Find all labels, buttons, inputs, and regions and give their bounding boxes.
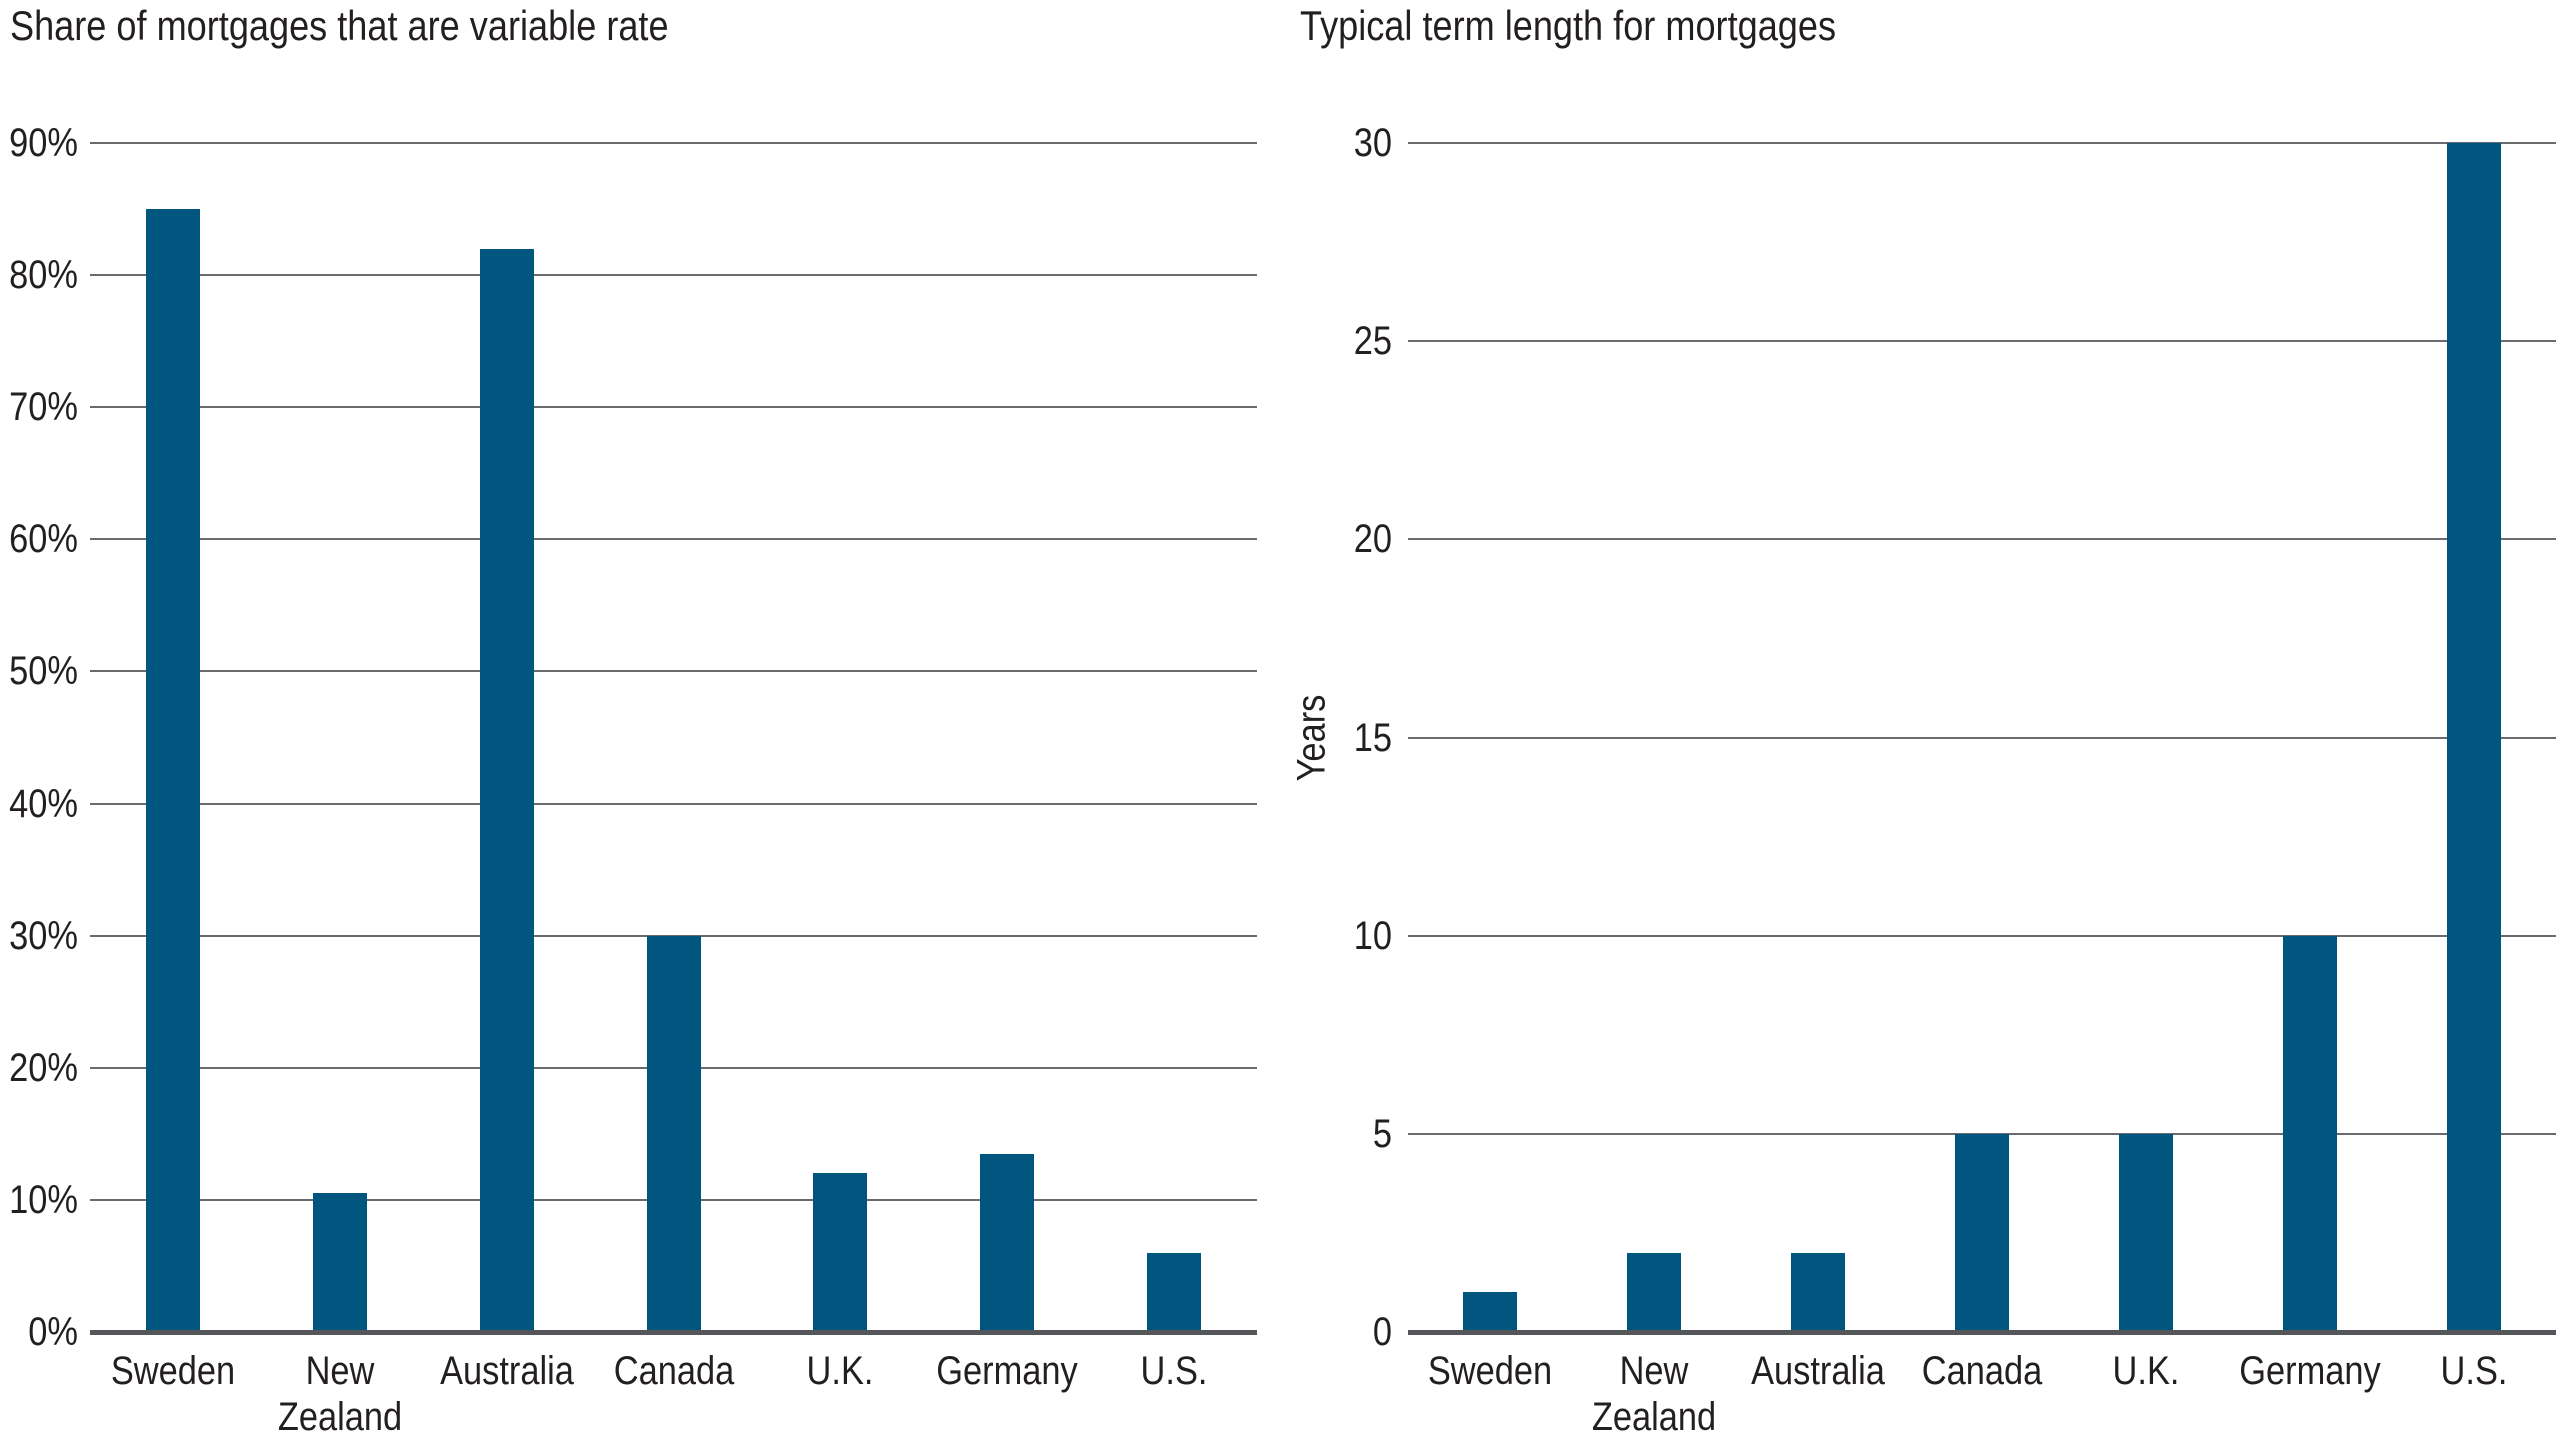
bar-new-zealand [1627, 1252, 1681, 1332]
gridline [90, 406, 1257, 409]
bar-canada [646, 935, 701, 1332]
y-tick-label: 60% [9, 517, 78, 562]
x-category-label: Germany [912, 1348, 1101, 1394]
x-category-line: New [305, 1349, 375, 1393]
x-category-label: New Zealand [245, 1348, 434, 1440]
x-category-line: Germany [936, 1349, 1078, 1393]
y-tick-label: 40% [9, 781, 78, 826]
x-category-line: Canada [1921, 1349, 2043, 1393]
x-category-line: Australia [439, 1349, 574, 1393]
chart-title: Typical term length for mortgages [1300, 2, 1837, 49]
x-category-line: Canada [613, 1349, 734, 1393]
y-tick-label: 20 [1353, 517, 1392, 562]
bar-australia [1791, 1252, 1845, 1332]
x-category-label: U.K. [2051, 1348, 2240, 1394]
y-tick-label: 25 [1353, 319, 1392, 364]
bar-u-k [2119, 1133, 2173, 1332]
bar-canada [1955, 1133, 2009, 1332]
x-category-line: U.S. [1140, 1349, 1208, 1393]
gridline [1408, 934, 2556, 937]
x-category-label: U.K. [746, 1348, 935, 1394]
x-category-label: Germany [2215, 1348, 2404, 1394]
bar-germany [979, 1153, 1034, 1332]
y-tick-label: 10% [9, 1177, 78, 1222]
bar-australia [479, 248, 534, 1332]
y-tick-label: 90% [9, 121, 78, 165]
x-category-label: Australia [412, 1348, 601, 1394]
y-tick-label: 20% [9, 1045, 78, 1090]
gridline [90, 142, 1257, 144]
x-category-line: Zealand [1591, 1395, 1717, 1439]
bar-u-s [2447, 143, 2501, 1332]
x-category-line: U.K. [2112, 1349, 2180, 1393]
x-axis-baseline [1408, 1330, 2556, 1335]
y-tick-label: 0% [28, 1310, 78, 1354]
x-category-line: New [1619, 1349, 1689, 1393]
gridline [90, 670, 1257, 673]
x-category-line: U.K. [806, 1349, 874, 1393]
bar-u-s [1146, 1252, 1201, 1332]
x-category-label: Sweden [79, 1348, 268, 1394]
bar-u-k [813, 1173, 868, 1332]
x-category-label: New Zealand [1559, 1348, 1748, 1440]
gridline [1408, 340, 2556, 343]
gridline [1408, 538, 2556, 541]
y-tick-label: 80% [9, 253, 78, 298]
x-category-line: Germany [2239, 1349, 2381, 1393]
bar-sweden [146, 209, 201, 1332]
y-tick-label: 15 [1353, 715, 1392, 760]
y-tick-label: 10 [1353, 913, 1392, 958]
gridline [1408, 736, 2556, 739]
y-tick-label: 50% [9, 649, 78, 694]
x-category-label: Sweden [1395, 1348, 1584, 1394]
y-tick-label: 30% [9, 913, 78, 958]
gridline [90, 274, 1257, 277]
x-category-label: U.S. [2379, 1348, 2560, 1394]
y-tick-label: 70% [9, 385, 78, 430]
x-category-line: Australia [1751, 1349, 1885, 1393]
x-category-label: Australia [1723, 1348, 1912, 1394]
gridline [1408, 142, 2556, 144]
y-tick-label: 30 [1353, 121, 1392, 165]
x-category-line: Sweden [1427, 1349, 1553, 1393]
gridline [90, 802, 1257, 805]
x-category-label: Canada [579, 1348, 768, 1394]
x-category-label: Canada [1887, 1348, 2076, 1394]
y-tick-label: 5 [1372, 1111, 1392, 1156]
gridline [90, 538, 1257, 541]
x-category-line: Zealand [277, 1395, 403, 1439]
chart-title: Share of mortgages that are variable rat… [10, 2, 669, 49]
x-category-line: U.S. [2440, 1349, 2508, 1393]
bar-new-zealand [313, 1193, 368, 1332]
x-axis-baseline [90, 1330, 1257, 1335]
x-category-line: Sweden [111, 1349, 236, 1393]
bar-sweden [1463, 1292, 1517, 1332]
bar-germany [2283, 935, 2337, 1332]
x-category-label: U.S. [1079, 1348, 1268, 1394]
y-tick-label: 0 [1372, 1310, 1392, 1354]
